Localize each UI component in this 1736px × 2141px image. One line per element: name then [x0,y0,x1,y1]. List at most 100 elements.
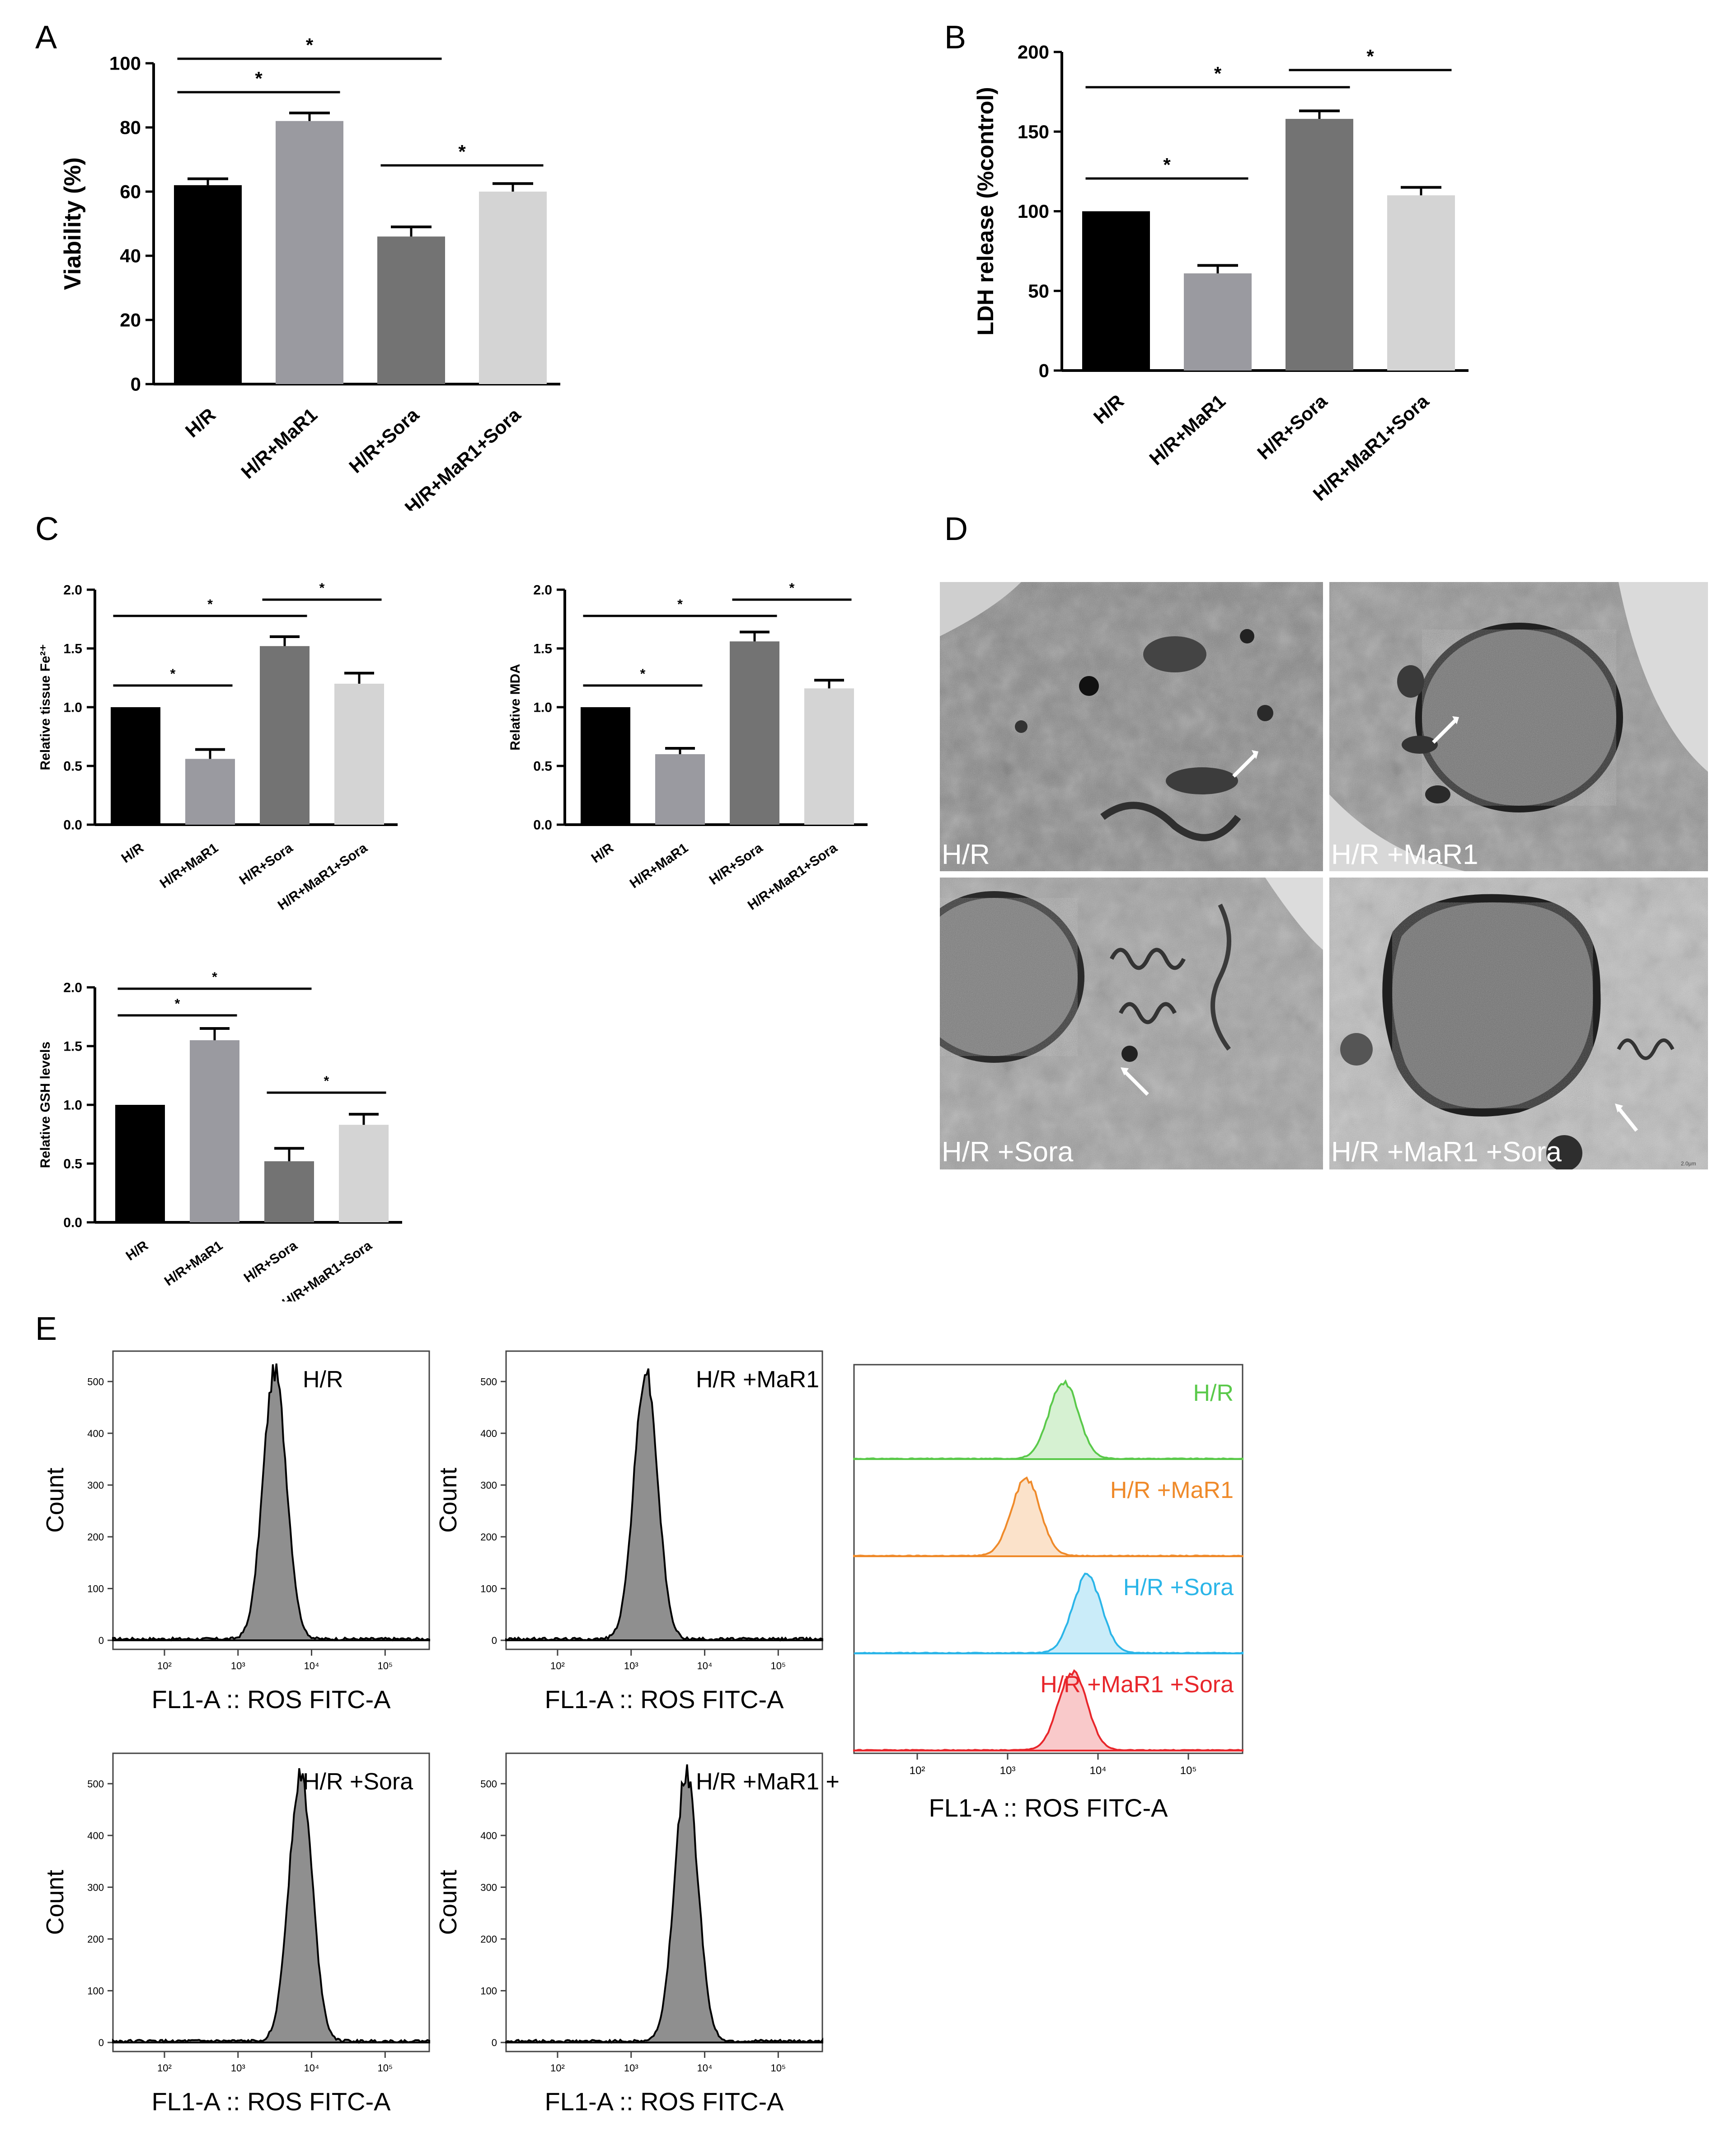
histogram-title: H/R +MaR1 [696,1366,819,1393]
chart-tissue-fe: 0.0 0.5 1.0 1.5 2.0 Relative tissue Fe²⁺ H/R H/… [38,581,398,913]
tem-image-hr [940,582,1323,871]
significance-star: * [1366,46,1374,67]
y-tick-label: 200 [87,1934,104,1945]
y-tick-label: 0 [492,2037,497,2048]
y-tick-label: 20 [120,310,141,331]
y-tick-label: 0 [1039,360,1049,381]
y-tick-label: 400 [480,1428,497,1439]
y-tick-label: 2.0 [63,583,82,598]
y-tick-label: 150 [1018,121,1049,142]
histogram-hr-sora: 0 100 200 300 400 500 10² 10³ 10⁴ 10⁵ H/R +Sora Cou… [42,1752,430,2116]
x-tick-label: 10⁴ [697,1660,713,1671]
x-tick-label: H/R+Sora [1253,390,1331,464]
bar [185,759,235,825]
histogram-title: H/R [303,1366,343,1393]
chart-viability: 0 20 40 60 80 100 Viability (%) H/R H/R+MaR1 H/R+… [60,34,560,511]
y-tick-label: 40 [120,245,141,267]
y-tick-label: 0.0 [533,818,552,833]
histogram-hr-mar1-sora: 0 100 200 300 400 500 10² 10³ 10⁴ 10⁵ H/R +MaR1 +S… [435,1752,840,2116]
histogram-overlay: H/R H/R +MaR1 H/R +Sora H/R +MaR1 +Sora 10² 1… [853,1364,1243,1822]
x-tick-label: 10³ [624,2062,638,2074]
y-tick-label: 100 [109,53,141,74]
significance-star: * [1163,154,1171,175]
y-tick-label: 60 [120,181,141,202]
bar [655,754,705,825]
significance-star: * [306,34,314,56]
y-tick-label: 0.0 [63,1216,82,1230]
x-axis-label: FL1-A :: ROS FITC-A [152,2087,391,2116]
significance-star: * [789,581,795,596]
y-tick-label: 1.0 [63,1098,82,1113]
chart-mda: 0.0 0.5 1.0 1.5 2.0 Relative MDA H/R H/R+MaR1 H/… [508,581,868,913]
y-tick-label: 100 [87,1583,104,1594]
x-tick-label: 10² [910,1765,925,1777]
histogram-curve [112,1363,430,1642]
y-tick-label: 400 [87,1428,104,1439]
x-tick-label: 10⁵ [771,1660,786,1671]
bar [1387,195,1455,371]
y-axis-label: Count [435,1870,462,1935]
tem-images [940,582,1708,1169]
x-tick-label: 10⁵ [378,2062,393,2074]
plot-frame [853,1364,1243,1754]
significance-star: * [212,970,217,985]
overlay-legend-label: H/R +MaR1 [1110,1477,1234,1503]
y-tick-label: 500 [87,1778,104,1789]
x-tick-label: H/R+MaR1 [237,404,321,483]
y-tick-label: 2.0 [533,583,552,598]
x-tick-label: 10⁴ [304,2062,319,2074]
y-axis-label: Count [42,1870,69,1935]
x-tick-label: 10⁴ [304,1660,319,1671]
overlay-legend-label: H/R [1193,1380,1234,1406]
tem-image-hr-sora [940,878,1323,1169]
y-tick-label: 200 [1018,42,1049,63]
y-tick-label: 100 [87,1985,104,1996]
histogram-curve [112,1768,430,2044]
chart-ldh-release: 0 50 100 150 200 LDH release (%control) H/R H/R… [973,42,1469,505]
x-tick-label: 10² [550,1660,565,1671]
significance-star: * [324,1074,329,1089]
histogram-hr: 0 100 200 300 400 500 10² 10³ 10⁴ 10⁵ H/R Count FL1-… [42,1350,430,1714]
x-tick-label: 10³ [231,1660,245,1671]
plot-frame [112,1752,430,2052]
bar [339,1125,389,1222]
y-tick-label: 1.5 [533,642,552,657]
bar [581,707,630,825]
y-tick-label: 100 [480,1583,497,1594]
bar [1286,119,1353,371]
y-tick-label: 300 [480,1479,497,1491]
y-axis-label: Relative MDA [508,664,523,751]
panel-label-a: A [35,19,57,56]
x-tick-label: 10³ [231,2062,245,2074]
y-tick-label: 2.0 [63,981,82,995]
y-tick-label: 100 [480,1985,497,1996]
y-tick-label: 1.0 [533,700,552,715]
bar [264,1161,314,1222]
x-axis-label: FL1-A :: ROS FITC-A [929,1794,1168,1822]
x-tick-label: 10⁵ [378,1660,393,1671]
bar [479,192,547,384]
y-tick-label: 100 [1018,201,1049,222]
x-tick-label: H/R [119,840,147,866]
x-tick-label: H/R [1089,390,1128,428]
y-tick-label: 400 [480,1830,497,1841]
tem-scale-label: 2.0μm [1681,1160,1696,1167]
histogram-curve [505,1368,823,1642]
y-tick-label: 500 [480,1778,497,1789]
y-axis-label: Count [42,1468,69,1533]
y-tick-label: 300 [480,1882,497,1893]
y-tick-label: 0 [99,1635,104,1646]
y-tick-label: 200 [480,1934,497,1945]
significance-star: * [207,597,213,612]
bar [111,707,160,825]
x-tick-label: H/R [589,840,617,866]
x-tick-label: H/R [181,404,220,441]
tem-image-hr-mar1-sora [1329,878,1708,1169]
y-tick-label: 1.5 [63,1039,82,1054]
y-tick-label: 0.5 [63,759,82,774]
bar [334,684,384,825]
bar [1184,273,1252,371]
y-tick-label: 0 [492,1635,497,1646]
y-tick-label: 0.5 [63,1157,82,1172]
y-tick-label: 0.0 [63,818,82,833]
